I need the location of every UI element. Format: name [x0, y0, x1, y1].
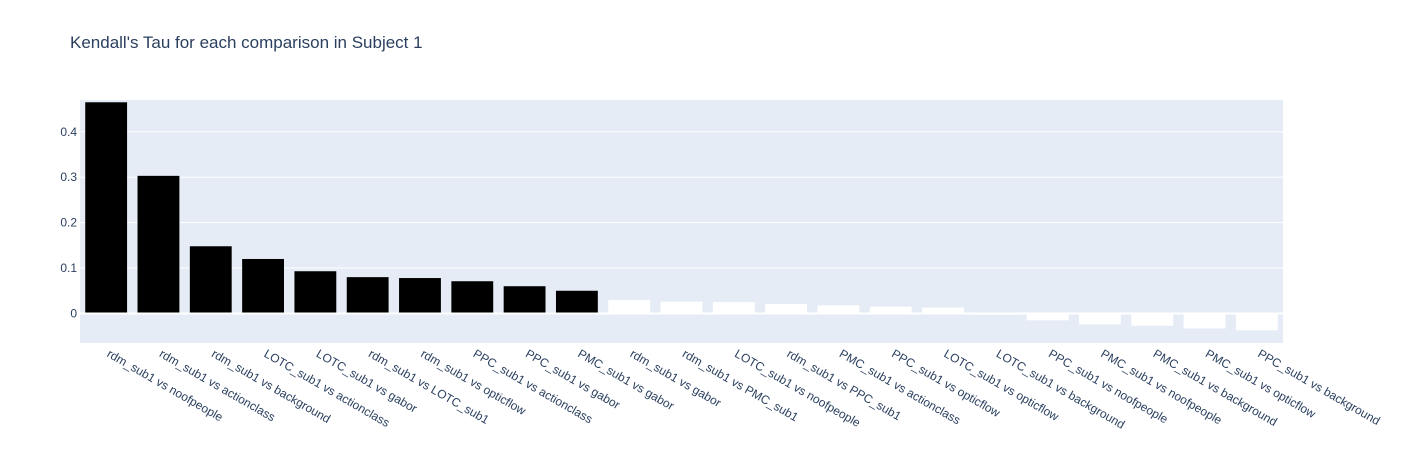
y-tick-label: 0 — [70, 306, 77, 320]
bar — [608, 299, 651, 314]
bar — [85, 102, 128, 314]
bar — [712, 302, 755, 314]
bar — [1235, 313, 1278, 331]
bar — [189, 246, 232, 314]
bar — [765, 303, 808, 314]
bar — [817, 305, 860, 314]
bar — [503, 286, 546, 314]
bar — [294, 271, 337, 314]
y-tick-label: 0.3 — [60, 170, 77, 184]
bar — [346, 277, 389, 314]
bar — [1079, 313, 1121, 325]
y-tick-label: 0.4 — [60, 125, 77, 139]
y-tick-label: 0.1 — [60, 261, 77, 275]
bar — [451, 281, 494, 314]
x-tick-label: PMC_sub1 vs gabor — [575, 346, 676, 412]
bar — [1131, 313, 1174, 326]
bar — [555, 290, 598, 314]
bar — [242, 258, 284, 314]
y-tick-label: 0.2 — [60, 216, 77, 230]
bar — [399, 278, 441, 314]
bar — [922, 307, 964, 314]
bar — [660, 301, 703, 314]
bar — [869, 306, 912, 314]
bar — [1183, 313, 1226, 329]
bar — [137, 175, 180, 314]
bar — [1026, 313, 1069, 321]
chart-title: Kendall's Tau for each comparison in Sub… — [70, 33, 423, 52]
